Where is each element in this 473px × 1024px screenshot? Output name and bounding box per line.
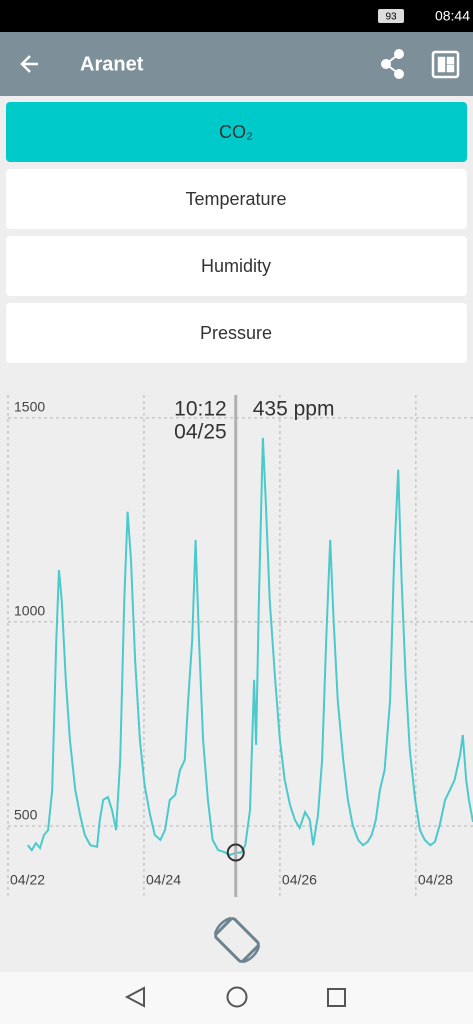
tab-label: Humidity <box>201 256 271 276</box>
x-tick-label: 04/28 <box>418 872 453 888</box>
x-tick-label: 04/26 <box>282 872 317 888</box>
cursor-time: 10:12 <box>174 398 227 421</box>
tab-button[interactable] <box>6 169 467 229</box>
tab-button[interactable] <box>6 303 467 363</box>
tab-button[interactable] <box>6 102 467 162</box>
app-bar <box>0 32 473 96</box>
tab-button[interactable] <box>6 236 467 296</box>
share-button[interactable] <box>381 49 404 79</box>
nav-recent[interactable] <box>327 988 346 1007</box>
nav-home[interactable] <box>226 986 248 1008</box>
y-tick-label: 1500 <box>14 399 45 415</box>
dashboard-button[interactable] <box>431 50 460 79</box>
tab-label: Pressure <box>200 323 272 343</box>
rotate-button[interactable] <box>213 916 261 964</box>
nav-back[interactable] <box>124 986 145 1008</box>
x-tick-label: 04/24 <box>146 872 181 888</box>
x-tick-label: 04/22 <box>10 872 45 888</box>
y-tick-label: 500 <box>14 807 38 823</box>
tab-label: CO₂ <box>219 122 253 142</box>
cursor-marker <box>226 843 245 862</box>
y-tick-label: 1000 <box>14 603 45 619</box>
tab-label: Temperature <box>185 189 286 209</box>
battery-level: 93 <box>385 12 397 23</box>
cursor-date: 04/25 <box>174 421 227 444</box>
cursor-value: 435 ppm <box>253 398 335 421</box>
app-title: Aranet <box>80 53 144 75</box>
status-time: 08:44 <box>435 8 470 24</box>
battery-icon <box>378 9 404 23</box>
nav-bar <box>0 972 473 1024</box>
back-button[interactable] <box>20 55 38 73</box>
co2-line <box>26 437 473 857</box>
